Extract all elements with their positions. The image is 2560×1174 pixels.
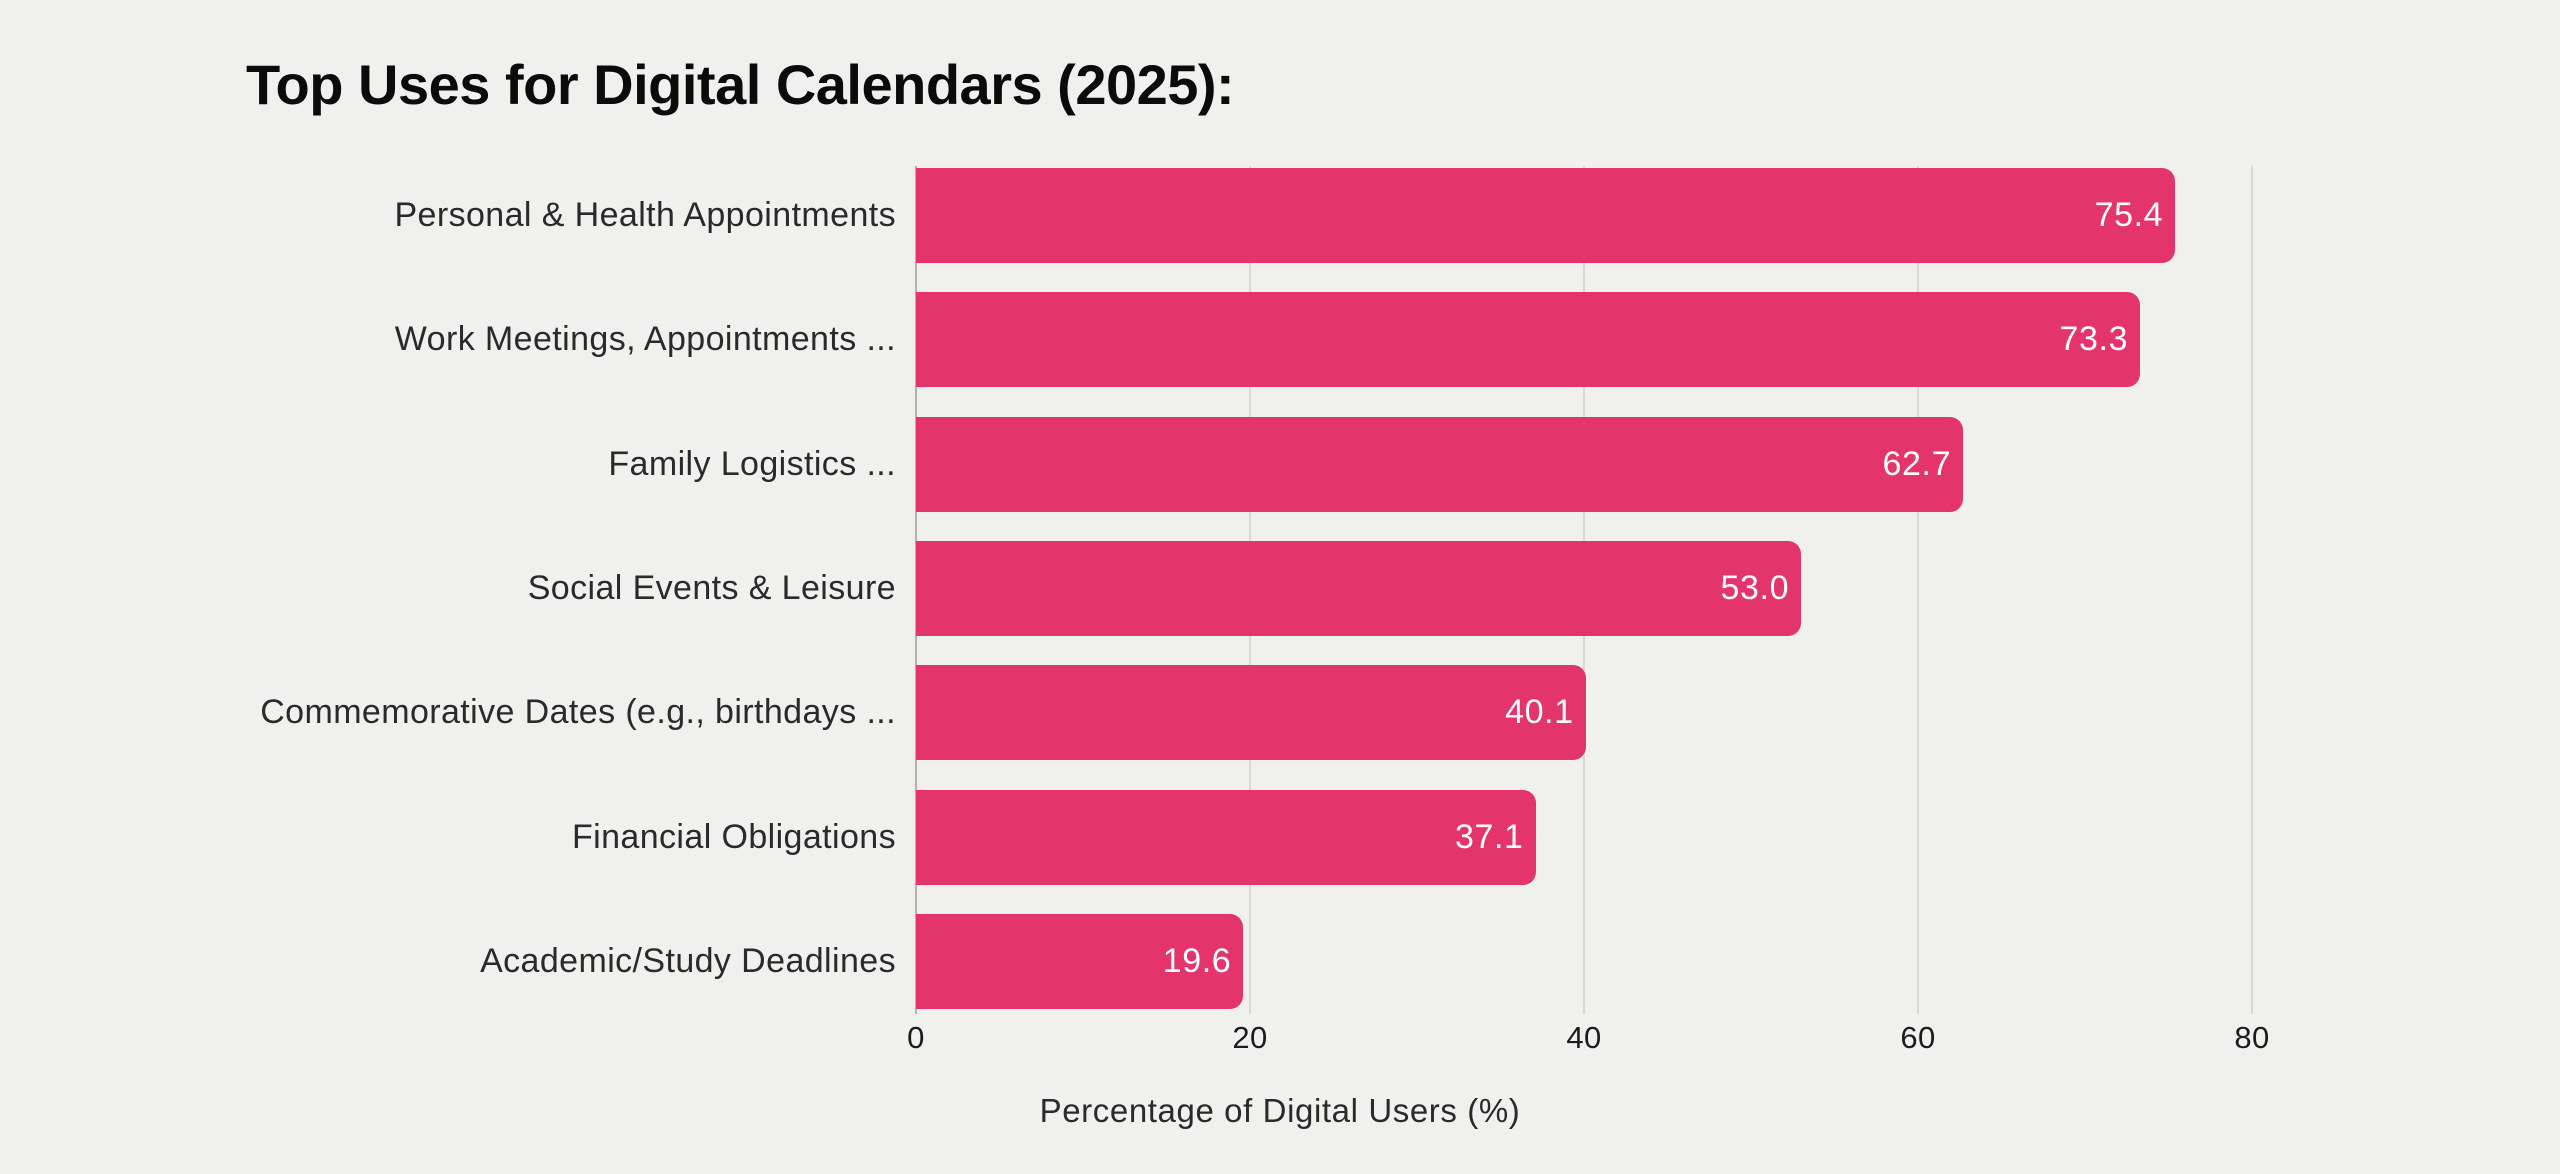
bar: 19.6: [916, 913, 1244, 1009]
bar: 53.0: [916, 540, 1802, 636]
bar-value-label: 73.3: [2059, 320, 2129, 359]
category-label: Commemorative Dates (e.g., birthdays ...: [260, 693, 896, 732]
category-label: Family Logistics ...: [608, 444, 896, 483]
x-axis-title: Percentage of Digital Users (%): [1039, 1092, 1521, 1129]
x-tick-label: 60: [1900, 1020, 1936, 1055]
gridline: [1917, 166, 1919, 1014]
bar-value-label: 37.1: [1454, 817, 1524, 856]
x-tick-label: 40: [1566, 1020, 1602, 1055]
x-tick-label: 0: [907, 1020, 925, 1055]
x-tick-label: 80: [2234, 1020, 2270, 1055]
bar-value-label: 75.4: [2094, 196, 2164, 234]
bar: 40.1: [916, 665, 1586, 761]
bar-value-label: 53.0: [1720, 568, 1790, 607]
category-label: Academic/Study Deadlines: [480, 941, 896, 980]
bar: 62.7: [916, 416, 1964, 512]
category-label: Personal & Health Appointments: [394, 196, 896, 234]
bar-value-label: 40.1: [1505, 693, 1574, 732]
category-label: Work Meetings, Appointments ...: [394, 320, 896, 359]
bar-value-label: 19.6: [1162, 941, 1232, 980]
bar: 75.4: [916, 168, 2176, 263]
chart-title: Top Uses for Digital Calendars (2025):: [246, 53, 1235, 116]
bar: 37.1: [916, 789, 1536, 885]
category-label: Financial Obligations: [571, 817, 896, 856]
bar: 73.3: [916, 292, 2141, 388]
gridline: [2251, 166, 2253, 1014]
bar-value-label: 62.7: [1882, 444, 1952, 483]
x-tick-label: 20: [1232, 1020, 1268, 1055]
category-label: Social Events & Leisure: [527, 568, 896, 607]
